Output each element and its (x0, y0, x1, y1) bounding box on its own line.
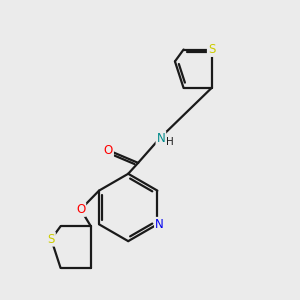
Text: O: O (104, 145, 113, 158)
Text: O: O (76, 203, 85, 216)
Text: N: N (155, 218, 164, 231)
Text: N: N (157, 132, 165, 145)
Text: S: S (208, 43, 215, 56)
Text: S: S (47, 232, 55, 246)
Text: H: H (166, 137, 174, 147)
